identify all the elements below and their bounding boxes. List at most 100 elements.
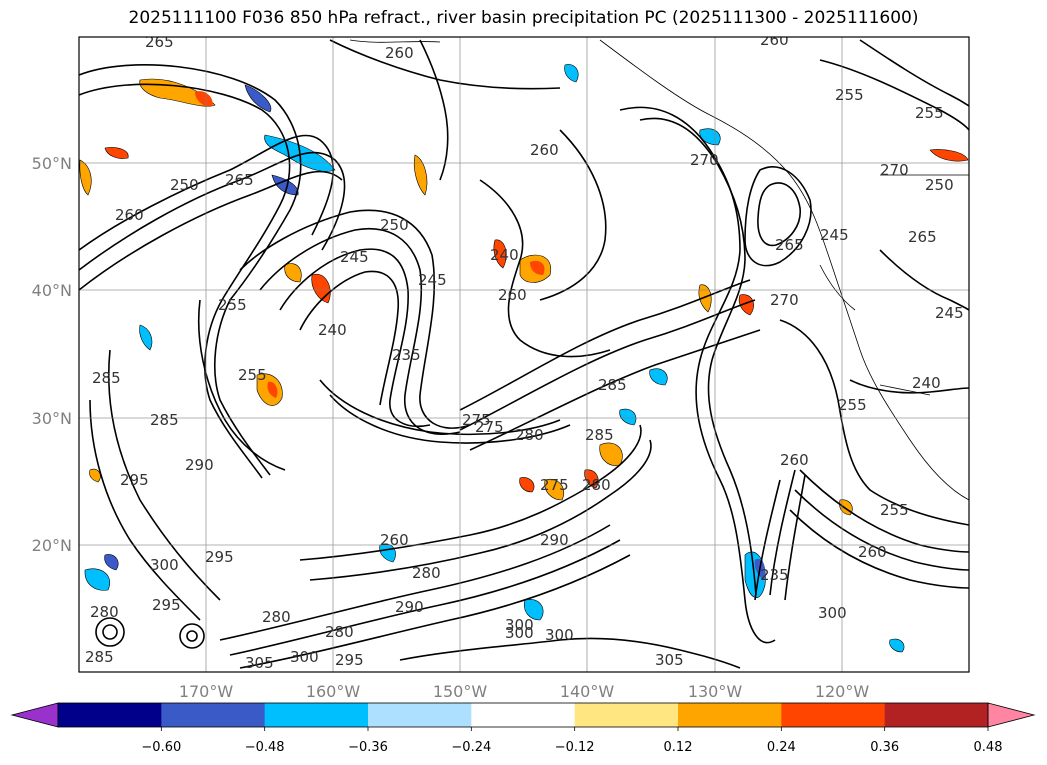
colorbar-tick-label: 0.36	[870, 740, 899, 755]
coastlines	[349, 39, 969, 501]
contour-label: 255	[835, 86, 864, 104]
contour-label: 285	[585, 426, 614, 444]
contour-label: 300	[545, 626, 574, 644]
colorbar-tick-label: −0.12	[555, 740, 595, 755]
contour-label: 260	[115, 206, 144, 224]
contour-label: 260	[380, 531, 409, 549]
lon-label: 150°W	[433, 682, 488, 701]
contour-label: 270	[880, 161, 909, 179]
refractivity-contours	[79, 39, 969, 669]
contour-label: 295	[205, 548, 234, 566]
contour-label: 280	[582, 476, 611, 494]
contour-label: 260	[385, 44, 414, 62]
contour-label: 245	[340, 248, 369, 266]
contour-label: 255	[218, 296, 247, 314]
contour-label-group: 265 260 260 255 255 250 265 260 270 250 …	[85, 31, 964, 672]
contour-label: 285	[92, 369, 121, 387]
contour-label: 280	[412, 564, 441, 582]
contour-label: 265	[908, 228, 937, 246]
contour-label: 255	[880, 501, 909, 519]
colorbar-segment	[781, 703, 886, 727]
lon-label: 170°W	[179, 682, 234, 701]
patch-positive	[104, 147, 129, 159]
colorbar-tick-label: 0.48	[974, 740, 1003, 755]
contour-label: 300	[818, 604, 847, 622]
patch-positive	[89, 468, 101, 483]
contour-label: 265	[225, 171, 254, 189]
contour-label: 275	[462, 411, 491, 429]
patch-positive	[139, 78, 216, 107]
contour-label: 280	[90, 603, 119, 621]
contour-label: 280	[325, 623, 354, 641]
contour-label: 285	[85, 648, 114, 666]
contour-label: 235	[392, 346, 421, 364]
contour-label: 290	[540, 531, 569, 549]
map-frame-background	[79, 37, 969, 672]
colorbar-tick-label: −0.48	[245, 740, 285, 755]
colorbar-tick-label: 0.24	[767, 740, 796, 755]
contour-label: 295	[335, 651, 364, 669]
contour-label: 260	[780, 451, 809, 469]
contour-label: 240	[318, 321, 347, 339]
lat-label: 40°N	[32, 281, 72, 300]
patch-negative	[524, 599, 544, 621]
contour-label: 260	[760, 31, 789, 49]
patch-negative	[619, 408, 637, 426]
colorbar-segment	[264, 703, 369, 727]
contour-label: 285	[150, 411, 179, 429]
contour-label: 265	[775, 236, 804, 254]
lat-label: 20°N	[32, 536, 72, 555]
colorbar-segment	[368, 703, 472, 727]
lon-label: 130°W	[688, 682, 743, 701]
map-frame	[78, 36, 970, 673]
patch-negative	[889, 638, 905, 653]
patch-strong-positive	[267, 381, 278, 398]
patch-positive	[738, 294, 754, 316]
contour-label: 280	[515, 426, 544, 444]
precip-patches	[79, 64, 969, 653]
contour-label: 305	[245, 654, 274, 672]
patch-negative	[649, 368, 668, 386]
colorbar-segment	[58, 703, 162, 727]
contour-label: 255	[838, 396, 867, 414]
contour-label: 300	[290, 648, 319, 666]
contour-label: 295	[152, 596, 181, 614]
latitude-labels: 50°N 40°N 30°N 20°N	[32, 154, 72, 555]
contour-label: 275	[475, 418, 504, 436]
patch-positive	[519, 477, 535, 493]
lon-label: 140°W	[560, 682, 615, 701]
colorbar-outline	[57, 702, 989, 728]
contour-label: 235	[760, 566, 789, 584]
patch-positive	[79, 159, 92, 196]
patch-strong-positive	[530, 260, 545, 275]
lon-label: 160°W	[306, 682, 361, 701]
contour-label: 275	[540, 476, 569, 494]
patch-positive	[284, 263, 302, 283]
patch-negative	[139, 324, 153, 351]
colorbar-extend-low	[10, 702, 59, 728]
colorbar-extend-high	[987, 702, 1036, 728]
contour-label: 300	[505, 616, 534, 634]
contour-label: 245	[820, 226, 849, 244]
contour-label: 250	[380, 216, 409, 234]
map-title: 2025111100 F036 850 hPa refract., river …	[128, 8, 919, 28]
graticule	[79, 37, 969, 672]
colorbar-segment	[884, 703, 989, 727]
contour-label: 300	[150, 556, 179, 574]
contour-label: 290	[185, 456, 214, 474]
contour-label: 270	[770, 291, 799, 309]
contour-label: 260	[858, 543, 887, 561]
colorbar-tick-label: −0.24	[451, 740, 491, 755]
colorbar-segment	[161, 703, 266, 727]
contour-label: 260	[498, 286, 527, 304]
colorbar-tick-label: −0.60	[141, 740, 181, 755]
patch-positive	[544, 478, 565, 501]
longitude-labels: 170°W 160°W 150°W 140°W 130°W 120°W	[179, 682, 870, 701]
patch-strong-positive	[195, 91, 213, 107]
colorbar-segment	[574, 703, 679, 727]
patch-positive	[493, 239, 507, 269]
contour-label: 285	[598, 376, 627, 394]
colorbar-segment	[471, 703, 576, 727]
lon-label: 120°W	[815, 682, 870, 701]
contour-label: 300	[505, 624, 534, 642]
